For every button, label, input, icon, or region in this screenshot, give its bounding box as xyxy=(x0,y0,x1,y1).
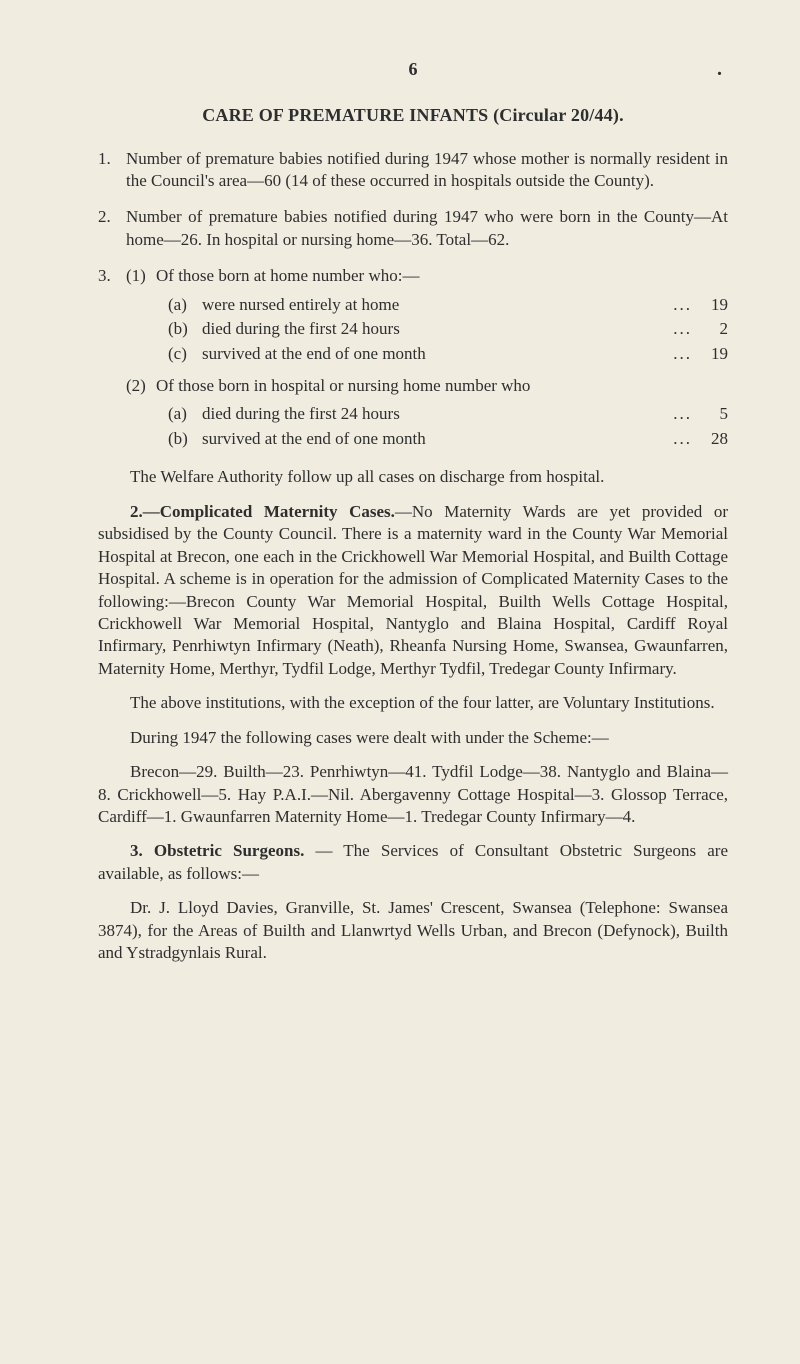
section-3-title: 3. Obstetric Surgeons. xyxy=(130,841,304,860)
sub-item: (2) Of those born in hospital or nursing… xyxy=(126,375,728,397)
item-number: 1. xyxy=(98,148,126,193)
stat-block: (a) died during the first 24 hours ... 5… xyxy=(126,403,728,450)
item-text: Number of premature babies notified duri… xyxy=(126,148,728,193)
stat-text: died during the first 24 hours xyxy=(202,318,667,340)
stat-value: 2 xyxy=(698,318,728,340)
sub-text: Of those born at home number who:— xyxy=(156,265,728,287)
section-3: 3. Obstetric Surgeons. — The Services of… xyxy=(98,840,728,885)
stat-text: survived at the end of one month xyxy=(202,343,667,365)
stat-value: 28 xyxy=(698,428,728,450)
stat-text: were nursed entirely at home xyxy=(202,294,667,316)
list-item: 3. (1) Of those born at home number who:… xyxy=(98,265,728,452)
stat-row: (c) survived at the end of one month ...… xyxy=(126,343,728,365)
paragraph: Dr. J. Lloyd Davies, Granville, St. Jame… xyxy=(98,897,728,964)
stat-row: (a) were nursed entirely at home ... 19 xyxy=(126,294,728,316)
stat-text: died during the first 24 hours xyxy=(202,403,667,425)
document-page: 6 . CARE OF PREMATURE INFANTS (Circular … xyxy=(0,0,800,1364)
stat-dots: ... xyxy=(667,318,698,340)
paragraph: During 1947 the following cases were dea… xyxy=(98,727,728,749)
stat-label: (c) xyxy=(168,343,202,365)
stat-text: survived at the end of one month xyxy=(202,428,667,450)
sub-label: (2) xyxy=(126,375,156,397)
stat-label: (a) xyxy=(168,403,202,425)
stat-value: 19 xyxy=(698,294,728,316)
page-number-value: 6 xyxy=(409,59,418,79)
numbered-list: 1. Number of premature babies notified d… xyxy=(98,148,728,453)
section-2-body: —No Maternity Wards are yet provided or … xyxy=(98,502,728,678)
stat-label: (a) xyxy=(168,294,202,316)
paragraph: The above institutions, with the excepti… xyxy=(98,692,728,714)
stat-dots: ... xyxy=(667,428,698,450)
sub-label: (1) xyxy=(126,265,156,287)
stat-value: 5 xyxy=(698,403,728,425)
section-2: 2.—Complicated Maternity Cases.—No Mater… xyxy=(98,501,728,681)
stat-value: 19 xyxy=(698,343,728,365)
stat-row: (a) died during the first 24 hours ... 5 xyxy=(126,403,728,425)
stat-row: (b) died during the first 24 hours ... 2 xyxy=(126,318,728,340)
item-number: 2. xyxy=(98,206,126,251)
paragraph: The Welfare Authority follow up all case… xyxy=(98,466,728,488)
section-2-title: 2.—Complicated Maternity Cases. xyxy=(130,502,395,521)
stat-block: (a) were nursed entirely at home ... 19 … xyxy=(126,294,728,365)
section-heading: CARE OF PREMATURE INFANTS (Circular 20/4… xyxy=(98,104,728,128)
sub-text: Of those born in hospital or nursing hom… xyxy=(156,375,728,397)
stat-dots: ... xyxy=(667,403,698,425)
item-body: (1) Of those born at home number who:— (… xyxy=(126,265,728,452)
stat-dots: ... xyxy=(667,294,698,316)
item-text: Number of premature babies notified duri… xyxy=(126,206,728,251)
page-dot: . xyxy=(717,56,722,82)
sub-item: (1) Of those born at home number who:— xyxy=(126,265,728,287)
stat-dots: ... xyxy=(667,343,698,365)
stat-label: (b) xyxy=(168,428,202,450)
paragraph: Brecon—29. Builth—23. Penrhiwtyn—41. Tyd… xyxy=(98,761,728,828)
stat-row: (b) survived at the end of one month ...… xyxy=(126,428,728,450)
list-item: 2. Number of premature babies notified d… xyxy=(98,206,728,251)
list-item: 1. Number of premature babies notified d… xyxy=(98,148,728,193)
stat-label: (b) xyxy=(168,318,202,340)
item-number: 3. xyxy=(98,265,126,452)
page-number: 6 . xyxy=(98,58,728,82)
